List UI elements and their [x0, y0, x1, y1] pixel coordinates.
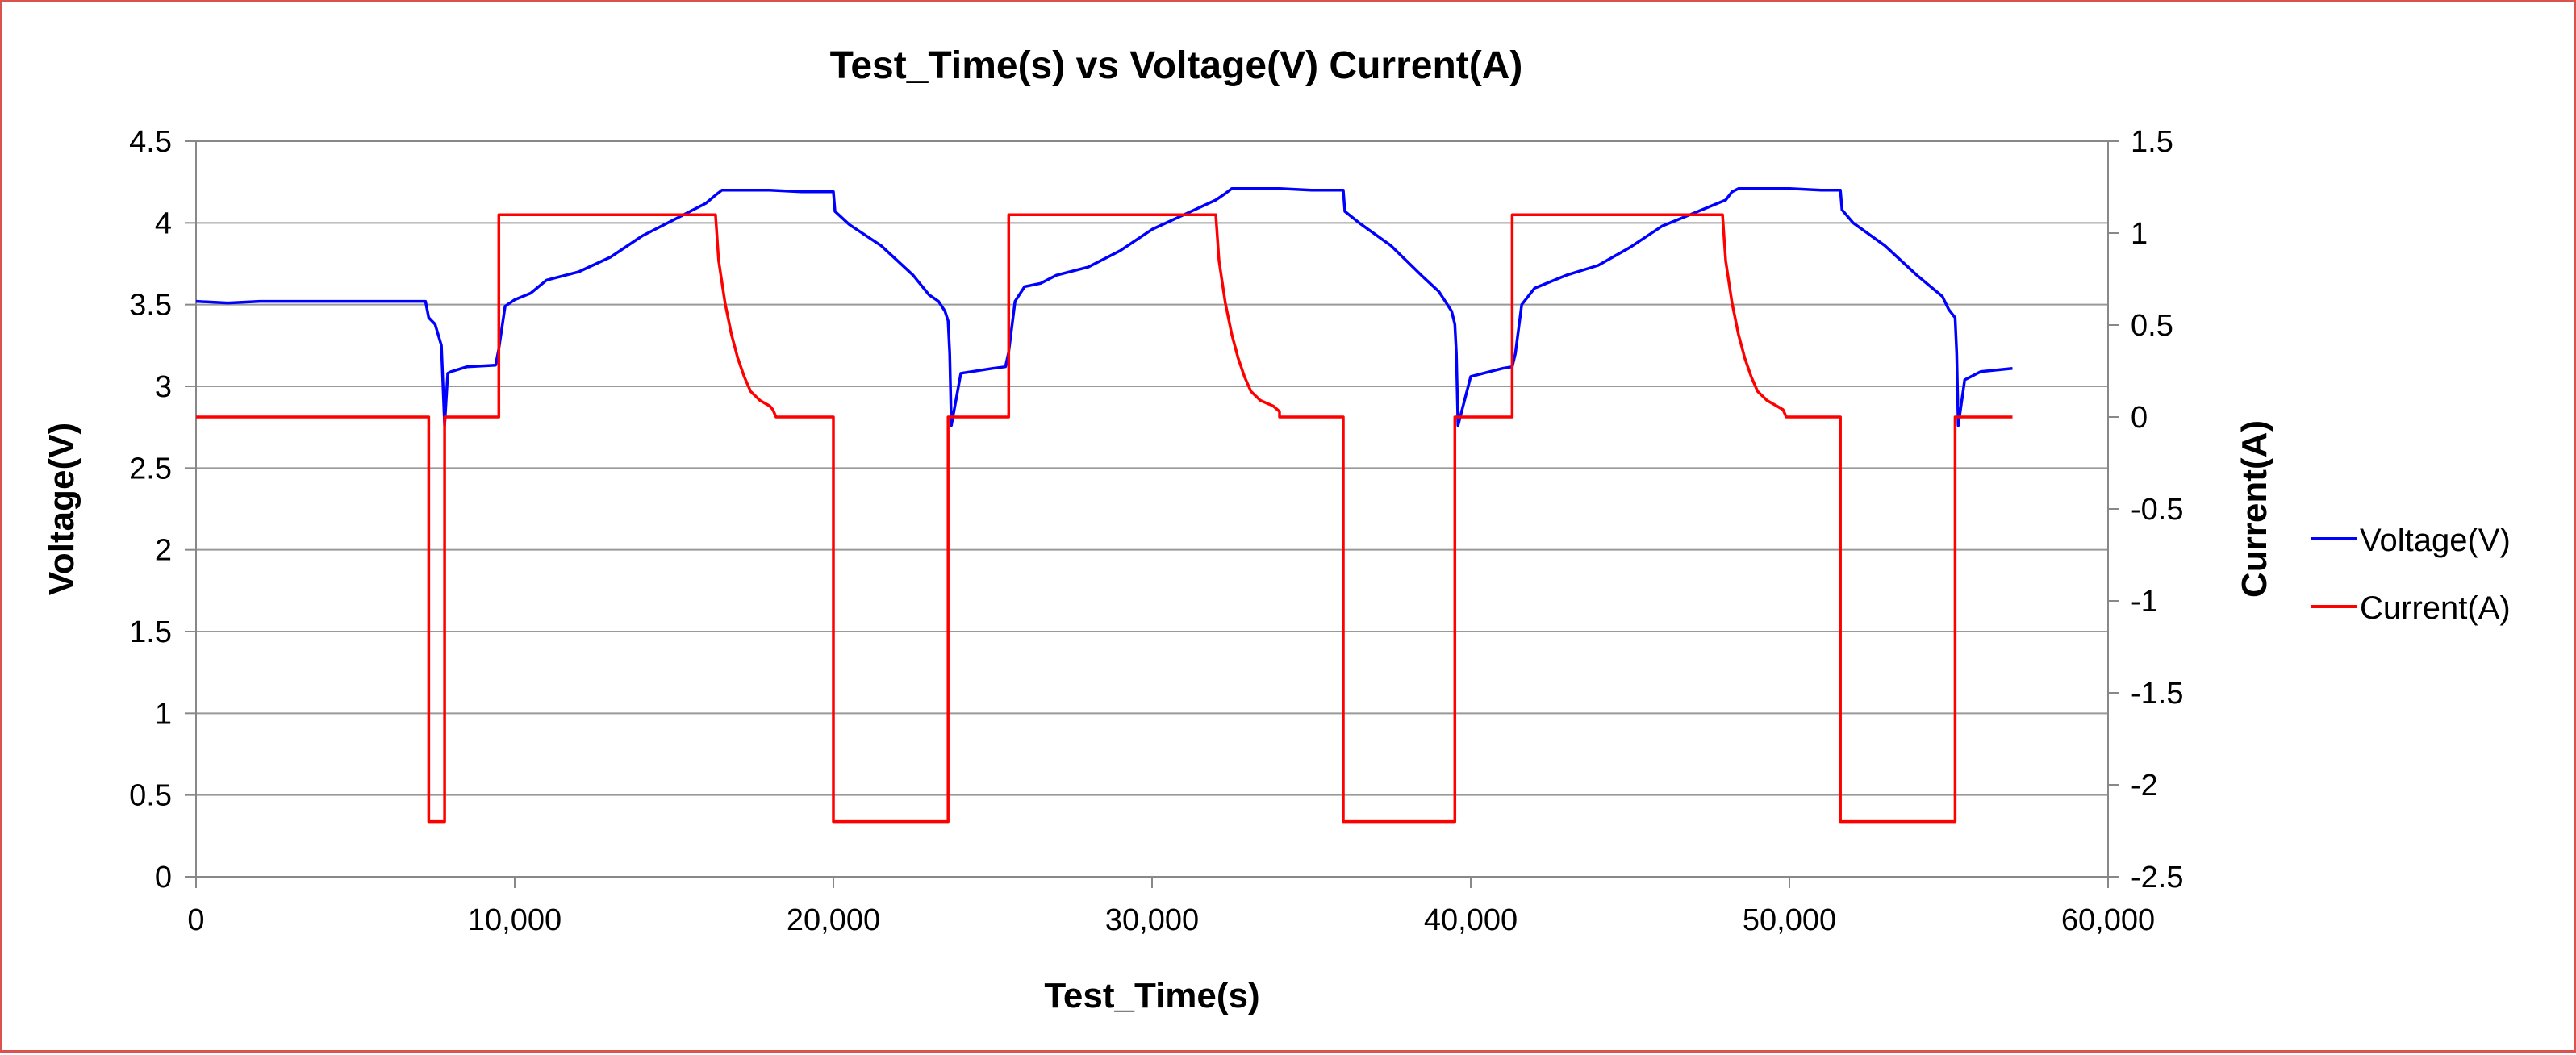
y2-tick-label: -1.5	[2131, 677, 2183, 711]
y2-axis-title: Current(A)	[2235, 420, 2274, 598]
legend-label-voltage: Voltage(V)	[2360, 523, 2511, 558]
y-tick-label: 1	[155, 697, 172, 731]
chart-title: Test_Time(s) vs Voltage(V) Current(A)	[830, 44, 1523, 87]
y-tick-label: 4.5	[129, 125, 172, 159]
y2-tick-label: -0.5	[2131, 493, 2183, 527]
y2-tick-label: 0.5	[2131, 309, 2173, 343]
y2-tick-label: -2	[2131, 769, 2158, 803]
x-tick-label: 50,000	[1743, 903, 1836, 937]
y-axis-title: Voltage(V)	[42, 423, 81, 595]
y-tick-label: 0	[155, 861, 172, 894]
x-tick-label: 0	[187, 903, 204, 937]
y-tick-label: 3.5	[129, 289, 172, 323]
series-lines	[195, 187, 2013, 824]
y-tick-label: 1.5	[129, 615, 172, 649]
y-tick-label: 2.5	[129, 452, 172, 486]
tick-labels: 0 0.5 1 1.5 2 2.5 3 3.5 4 4.5 -2.5 -2 -1.5 -1 -0.5 0 0.5…	[129, 125, 2183, 937]
gridlines	[196, 140, 2108, 878]
y2-tick-label: 1.5	[2131, 125, 2173, 159]
legend-label-current: Current(A)	[2360, 590, 2511, 626]
x-tick-label: 40,000	[1424, 903, 1518, 937]
x-axis-title: Test_Time(s)	[1044, 976, 1259, 1015]
y2-tick-label: 0	[2131, 401, 2148, 435]
series-line-voltage	[195, 187, 2013, 427]
y2-tick-label: 1	[2131, 217, 2148, 251]
y-tick-label: 4	[155, 206, 172, 240]
y2-tick-label: -1	[2131, 585, 2158, 619]
x-tick-label: 20,000	[787, 903, 880, 937]
series-line-current	[196, 213, 2013, 824]
x-tick-label: 10,000	[468, 903, 562, 937]
x-tick-label: 60,000	[2061, 903, 2155, 937]
plot-area	[195, 140, 2109, 878]
y-tick-label: 2	[155, 534, 172, 568]
legend: Voltage(V) Current(A)	[2311, 523, 2511, 626]
x-tick-label: 30,000	[1105, 903, 1199, 937]
y-tick-label: 3	[155, 370, 172, 404]
y2-tick-label: -2.5	[2131, 861, 2183, 894]
y-tick-label: 0.5	[129, 779, 172, 813]
